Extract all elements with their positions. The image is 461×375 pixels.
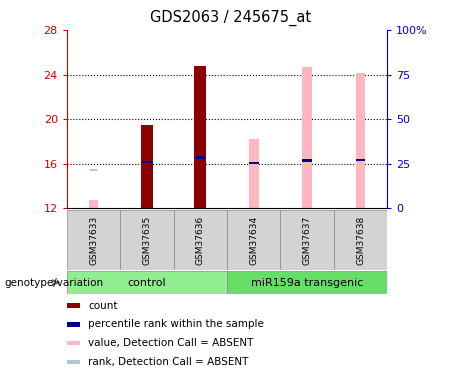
Text: percentile rank within the sample: percentile rank within the sample: [88, 320, 264, 329]
Bar: [142, 160, 152, 163]
Bar: [90, 169, 97, 171]
Bar: [67, 341, 80, 345]
Text: count: count: [88, 301, 118, 310]
Bar: [67, 271, 227, 294]
Bar: [195, 66, 206, 208]
Text: miR159a transgenic: miR159a transgenic: [251, 278, 363, 288]
Text: GSM37637: GSM37637: [302, 215, 312, 265]
Bar: [67, 322, 80, 327]
Bar: [141, 124, 153, 208]
Bar: [67, 210, 120, 270]
Bar: [67, 303, 80, 308]
Bar: [89, 200, 98, 208]
Bar: [174, 210, 227, 270]
Bar: [249, 162, 259, 164]
Bar: [356, 159, 366, 161]
Text: GSM37635: GSM37635: [142, 215, 152, 265]
Text: control: control: [128, 278, 166, 288]
Text: rank, Detection Call = ABSENT: rank, Detection Call = ABSENT: [88, 357, 248, 367]
Bar: [227, 271, 387, 294]
Text: value, Detection Call = ABSENT: value, Detection Call = ABSENT: [88, 338, 253, 348]
Text: GSM37636: GSM37636: [196, 215, 205, 265]
Text: GSM37633: GSM37633: [89, 215, 98, 265]
Bar: [120, 210, 174, 270]
Bar: [356, 74, 366, 208]
Text: GSM37634: GSM37634: [249, 215, 258, 265]
Bar: [67, 360, 80, 364]
Bar: [227, 210, 280, 270]
Bar: [302, 67, 312, 208]
Bar: [302, 159, 312, 162]
Text: genotype/variation: genotype/variation: [5, 278, 104, 288]
Text: GDS2063 / 245675_at: GDS2063 / 245675_at: [150, 9, 311, 26]
Bar: [280, 210, 334, 270]
Bar: [249, 139, 259, 208]
Bar: [195, 156, 205, 159]
Bar: [334, 210, 387, 270]
Text: GSM37638: GSM37638: [356, 215, 365, 265]
